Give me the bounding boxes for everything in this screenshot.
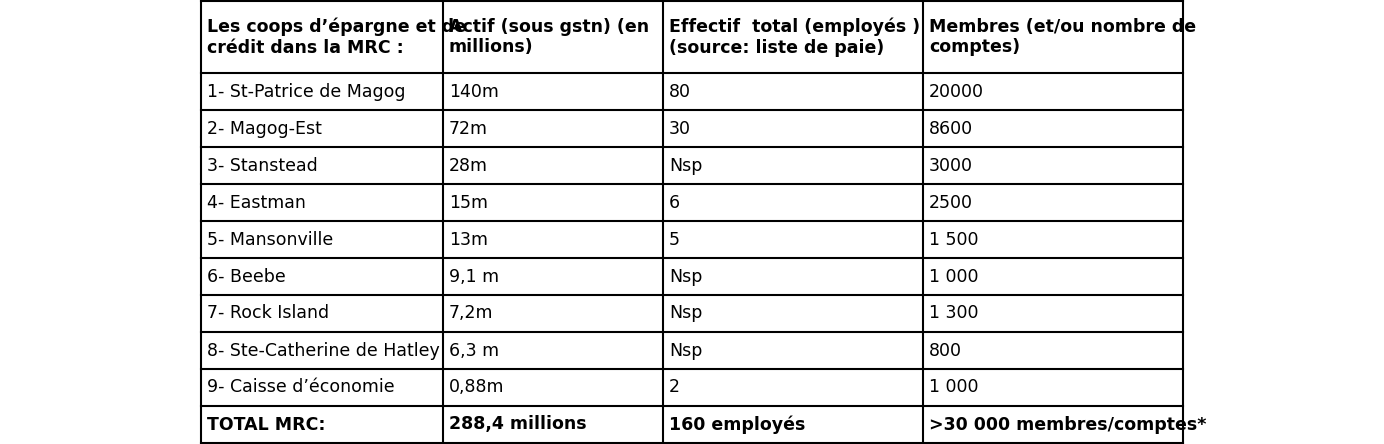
Text: 800: 800 — [929, 341, 962, 360]
Text: 1 500: 1 500 — [929, 230, 978, 249]
Text: 160 employés: 160 employés — [668, 415, 805, 434]
Text: 20000: 20000 — [929, 83, 984, 100]
Text: 2500: 2500 — [929, 194, 973, 211]
Text: 8600: 8600 — [929, 119, 973, 138]
Text: 8- Ste-Catherine de Hatley: 8- Ste-Catherine de Hatley — [208, 341, 440, 360]
Text: Nsp: Nsp — [668, 341, 702, 360]
Text: 1 000: 1 000 — [929, 378, 978, 396]
Text: >30 000 membres/comptes*: >30 000 membres/comptes* — [929, 416, 1207, 433]
Text: 9,1 m: 9,1 m — [448, 267, 500, 285]
Text: 2- Magog-Est: 2- Magog-Est — [208, 119, 322, 138]
Text: 3000: 3000 — [929, 156, 973, 174]
Text: 7- Rock Island: 7- Rock Island — [208, 305, 329, 322]
Text: 13m: 13m — [448, 230, 489, 249]
Text: 6,3 m: 6,3 m — [448, 341, 500, 360]
Text: 5- Mansonville: 5- Mansonville — [208, 230, 334, 249]
Text: 9- Caisse d’économie: 9- Caisse d’économie — [208, 378, 394, 396]
Text: 6: 6 — [668, 194, 680, 211]
Text: 1 300: 1 300 — [929, 305, 978, 322]
Text: Nsp: Nsp — [668, 305, 702, 322]
Text: 140m: 140m — [448, 83, 498, 100]
Text: Nsp: Nsp — [668, 267, 702, 285]
Text: 28m: 28m — [448, 156, 489, 174]
Text: 1- St-Patrice de Magog: 1- St-Patrice de Magog — [208, 83, 406, 100]
Text: TOTAL MRC:: TOTAL MRC: — [208, 416, 325, 433]
Text: Les coops d’épargne et de
crédit dans la MRC :: Les coops d’épargne et de crédit dans la… — [208, 17, 466, 57]
Text: 7,2m: 7,2m — [448, 305, 494, 322]
Text: Effectif  total (employés )
(source: liste de paie): Effectif total (employés ) (source: list… — [668, 17, 920, 57]
Text: Membres (et/ou nombre de
comptes): Membres (et/ou nombre de comptes) — [929, 18, 1196, 56]
Text: 6- Beebe: 6- Beebe — [208, 267, 285, 285]
Text: 15m: 15m — [448, 194, 489, 211]
Text: 72m: 72m — [448, 119, 489, 138]
Text: 1 000: 1 000 — [929, 267, 978, 285]
Text: 5: 5 — [668, 230, 680, 249]
Text: 2: 2 — [668, 378, 680, 396]
Text: 288,4 millions: 288,4 millions — [448, 416, 587, 433]
Text: 30: 30 — [668, 119, 691, 138]
Text: Actif (sous gstn) (en
millions): Actif (sous gstn) (en millions) — [448, 18, 649, 56]
Text: 0,88m: 0,88m — [448, 378, 505, 396]
Text: Nsp: Nsp — [668, 156, 702, 174]
Text: 3- Stanstead: 3- Stanstead — [208, 156, 318, 174]
Text: 80: 80 — [668, 83, 691, 100]
Text: 4- Eastman: 4- Eastman — [208, 194, 306, 211]
